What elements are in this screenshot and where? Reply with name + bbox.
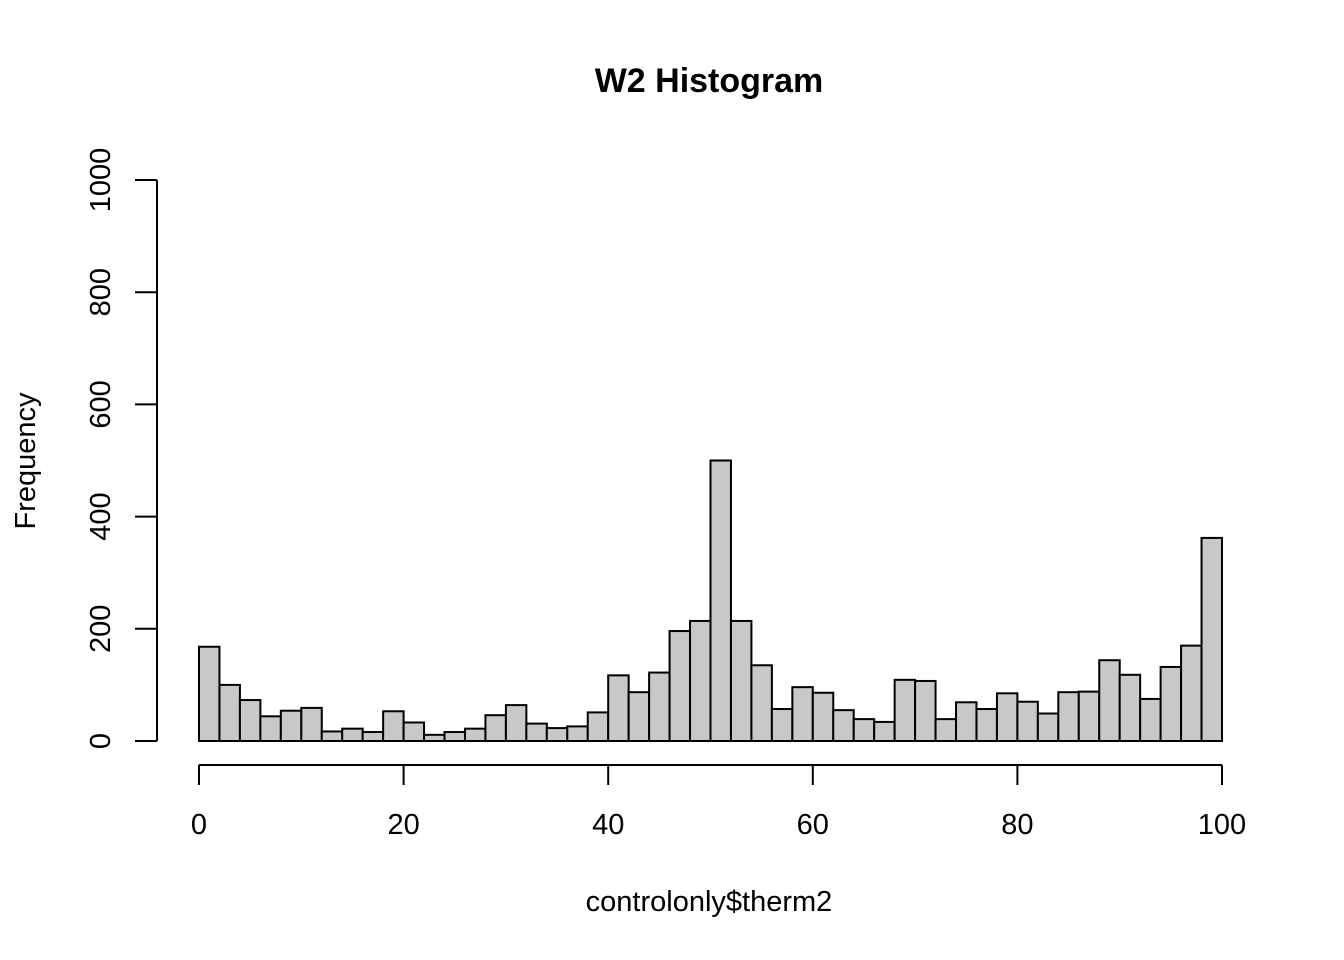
histogram-bar (525, 722, 548, 743)
histogram-bar (627, 691, 651, 742)
histogram-bar (893, 678, 917, 743)
histogram-bar (382, 710, 405, 743)
histogram-bar (955, 701, 978, 743)
histogram-bar (1118, 673, 1142, 742)
histogram-bar (259, 715, 282, 742)
histogram-bar (791, 686, 814, 742)
histogram-bar (689, 619, 712, 742)
y-tick-label: 800 (85, 268, 117, 316)
histogram-bar (832, 709, 855, 743)
x-tick-label: 80 (1001, 809, 1033, 841)
histogram-bar (995, 692, 1019, 743)
histogram-bar (484, 714, 507, 742)
histogram-bar (852, 718, 876, 742)
histogram-bar (1180, 644, 1203, 743)
y-tick-label: 600 (85, 380, 117, 428)
histogram-bar (300, 706, 323, 742)
histogram-bar (1139, 697, 1162, 742)
histogram-bar (545, 727, 569, 742)
x-axis: 0 20 40 60 80 100 (191, 764, 1246, 841)
histogram-bar (607, 674, 630, 742)
y-tick-label: 1000 (85, 148, 117, 213)
histogram-bar (750, 664, 773, 743)
histogram-bar (218, 683, 241, 743)
histogram-bar (443, 731, 466, 742)
histogram-bar (198, 645, 221, 743)
histogram-bar (320, 730, 344, 743)
histogram-bar (279, 709, 303, 742)
x-tick-label: 0 (191, 809, 207, 841)
histogram-bar (341, 727, 364, 743)
y-tick-label: 200 (85, 605, 117, 653)
histogram-bar (361, 731, 385, 742)
histogram-bar (1098, 659, 1121, 742)
histogram-bar (770, 708, 794, 743)
histogram-bar (729, 619, 753, 742)
histogram-bar (566, 725, 589, 743)
histogram-bar (504, 704, 528, 743)
histogram-bar (423, 733, 446, 742)
histogram-bar (1077, 690, 1101, 743)
chart-title: W2 Histogram (595, 62, 824, 100)
histogram-bar (914, 679, 937, 743)
histogram-bar (668, 630, 692, 743)
histogram-bar (1036, 712, 1060, 742)
histogram-bar (1016, 700, 1039, 742)
histogram-bar (463, 727, 487, 743)
x-tick-label: 100 (1198, 809, 1246, 841)
x-axis-label: controlonly$therm2 (586, 886, 833, 918)
histogram-bar (709, 459, 732, 742)
histogram-bar (648, 671, 671, 742)
y-axis: 0 200 400 600 800 1000 (85, 148, 158, 749)
histogram-bars (198, 459, 1224, 743)
x-tick-label: 60 (797, 809, 829, 841)
histogram-bar (1159, 665, 1183, 742)
histogram-bar (1200, 536, 1224, 743)
histogram-bar (1057, 691, 1080, 742)
y-tick-label: 400 (85, 492, 117, 540)
x-tick-label: 40 (592, 809, 624, 841)
y-axis-label: Frequency (10, 392, 42, 530)
x-tick-label: 20 (387, 809, 419, 841)
y-tick-label: 0 (85, 733, 117, 749)
histogram-bar (811, 691, 835, 743)
histogram-bar (975, 708, 998, 743)
histogram-bar (402, 721, 426, 742)
histogram-bar (586, 711, 610, 742)
histogram-bar (238, 699, 262, 742)
histogram-bar (934, 718, 958, 742)
histogram-bar (873, 720, 896, 743)
